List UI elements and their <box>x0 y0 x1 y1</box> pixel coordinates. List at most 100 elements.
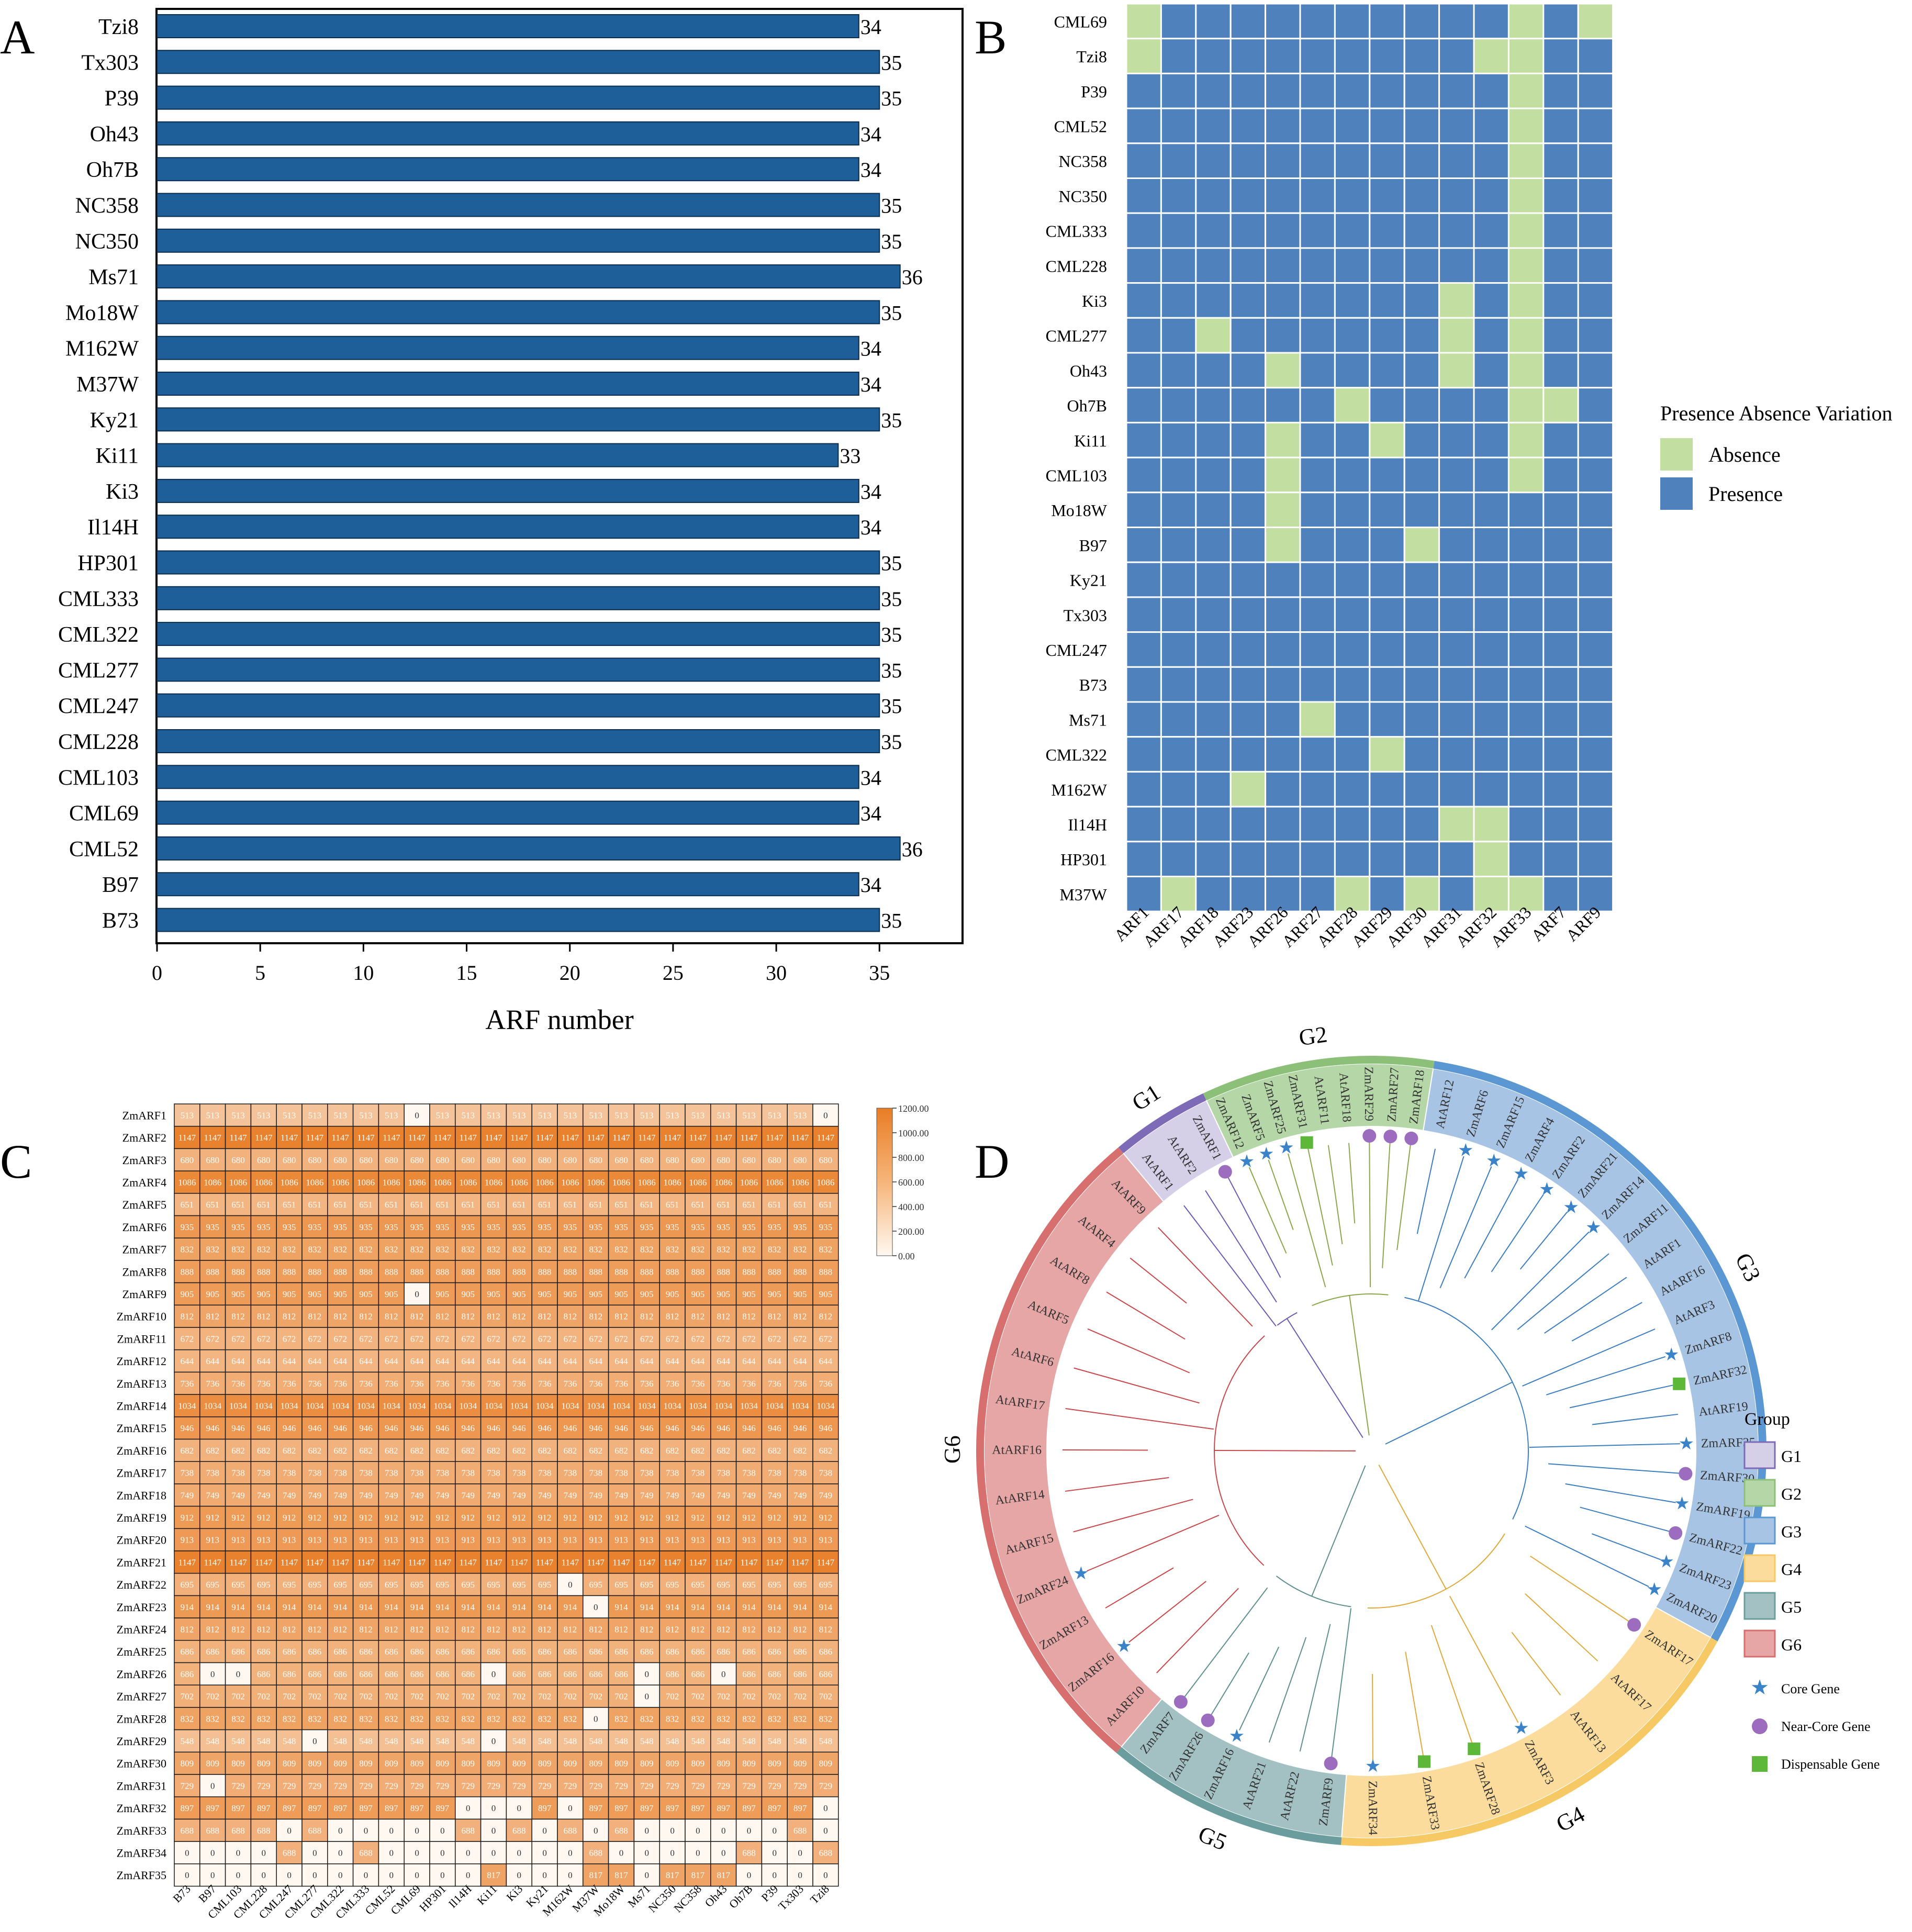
panel-c-cell <box>199 1707 226 1730</box>
panel-c-cell <box>608 1572 635 1596</box>
panel-c-cell <box>404 1684 430 1708</box>
panel-c-cell-value: 651 <box>359 1200 373 1210</box>
panel-c-row-label: ZmARF8 <box>122 1265 166 1278</box>
panel-c-cell-value: 913 <box>564 1535 577 1545</box>
panel-c-cell-value: 688 <box>819 1848 833 1858</box>
panel-b-cell <box>1299 387 1336 423</box>
panel-c-cell-value: 832 <box>691 1245 705 1255</box>
panel-b-cell <box>1473 142 1510 179</box>
panel-c-cell-value: 817 <box>614 1870 628 1880</box>
panel-c-cell-value: 729 <box>717 1781 730 1791</box>
panel-c-row-label: ZmARF29 <box>117 1735 166 1748</box>
panel-b-cell <box>1125 421 1162 459</box>
panel-c-cell-value: 809 <box>640 1759 654 1769</box>
panel-c-cell-value: 809 <box>819 1759 833 1769</box>
panel-b-cell <box>1299 770 1336 808</box>
panel-c-cell <box>659 1371 686 1395</box>
panel-c-cell-value: 682 <box>691 1446 705 1456</box>
panel-c-cell-value: 686 <box>283 1647 296 1657</box>
panel-d-branch <box>1525 1593 1598 1662</box>
panel-b-cell <box>1160 631 1197 668</box>
panel-b-cell <box>1403 841 1440 878</box>
panel-b-cell <box>1334 841 1371 878</box>
panel-b-cell <box>1369 666 1405 703</box>
panel-c-cell-value: 736 <box>308 1379 322 1389</box>
panel-c-cell-value: 682 <box>487 1446 500 1456</box>
panel-c-cell <box>685 1438 711 1462</box>
panel-c-cell-value: 672 <box>538 1334 552 1344</box>
panel-c-cell-value: 686 <box>461 1669 475 1679</box>
panel-c-cell-value: 682 <box>538 1446 552 1456</box>
panel-c-cell-value: 738 <box>461 1468 475 1478</box>
panel-c-cell-value: 695 <box>436 1580 450 1590</box>
panel-c-cell-value: 736 <box>691 1379 705 1389</box>
panel-a-x-axis-label: ARF number <box>485 1004 634 1035</box>
panel-d-clade-stem <box>1286 1318 1363 1438</box>
panel-d-near-core-marker <box>1627 1618 1641 1632</box>
panel-c-cell <box>633 1103 660 1127</box>
panel-a-category-label: CML333 <box>58 587 139 611</box>
panel-c-cell-value: 888 <box>333 1267 347 1277</box>
panel-c-cell-value: 644 <box>410 1356 424 1366</box>
panel-c-cell-value: 1147 <box>740 1133 758 1143</box>
panel-c-cell <box>531 1595 558 1618</box>
panel-c-cell-value: 812 <box>487 1312 500 1322</box>
panel-c-cell-value: 686 <box>614 1669 628 1679</box>
panel-b-cell <box>1334 596 1371 633</box>
panel-c-col-label: NC358 <box>671 1882 704 1915</box>
panel-c-cell-value: 912 <box>564 1513 577 1523</box>
panel-c-cell <box>225 1394 252 1417</box>
panel-c-cell <box>531 1617 558 1641</box>
panel-a-bar-value: 35 <box>881 658 902 682</box>
panel-c-cell-value: 695 <box>640 1580 654 1590</box>
panel-b-row-label: Oh7B <box>1067 396 1107 415</box>
panel-c-cell <box>633 1148 660 1171</box>
panel-a-bar-value: 35 <box>881 695 902 718</box>
panel-c-cell <box>812 1416 839 1440</box>
panel-b-row-label: M162W <box>1051 780 1107 799</box>
panel-c-cell <box>480 1774 507 1797</box>
panel-b-cell <box>1265 561 1301 598</box>
panel-c-cell-value: 935 <box>231 1222 245 1232</box>
panel-a-category-label: HP301 <box>77 552 139 576</box>
panel-c-cell <box>735 1282 763 1306</box>
panel-c-cell-value: 729 <box>461 1781 475 1791</box>
panel-b-cell <box>1334 736 1371 773</box>
panel-d-core-marker: ★ <box>1539 1180 1555 1199</box>
panel-c-cell-value: 702 <box>742 1692 756 1702</box>
panel-c-cell <box>787 1640 813 1663</box>
panel-b-cell <box>1542 317 1579 354</box>
panel-c-cell <box>378 1103 405 1127</box>
panel-c-cell-value: 695 <box>410 1580 424 1590</box>
panel-c-cell-value: 812 <box>717 1624 730 1634</box>
panel-c-cell-value: 729 <box>691 1781 705 1791</box>
panel-c-cell-value: 905 <box>359 1289 373 1299</box>
panel-c-cell-value: 695 <box>768 1580 781 1590</box>
panel-c-cell-value: 686 <box>512 1669 526 1679</box>
panel-b-cell <box>1229 177 1267 214</box>
panel-d-core-marker: ★ <box>1513 1719 1529 1738</box>
panel-c-cell-value: 888 <box>793 1267 807 1277</box>
panel-b-cell <box>1403 3 1440 40</box>
panel-c-cell <box>250 1304 277 1328</box>
panel-c-cell-value: 832 <box>461 1245 475 1255</box>
panel-c-cell-value: 812 <box>589 1624 602 1634</box>
panel-c-cell-value: 672 <box>742 1334 756 1344</box>
panel-c-cell-value: 672 <box>283 1334 296 1344</box>
panel-c-cell-value: 0 <box>415 1848 419 1858</box>
panel-b-cell <box>1125 177 1162 214</box>
panel-b-cell <box>1577 282 1614 319</box>
panel-c-cell <box>378 1863 405 1887</box>
panel-c-cell <box>276 1483 303 1507</box>
panel-c-cell-value: 1086 <box>817 1177 834 1187</box>
panel-a-category-label: B73 <box>102 909 139 933</box>
panel-b-cell <box>1577 806 1614 843</box>
panel-c-cell-value: 736 <box>231 1379 245 1389</box>
panel-c-cell-value: 888 <box>487 1267 500 1277</box>
panel-c-cell-value: 0 <box>415 1110 419 1120</box>
panel-c-cell-value: 688 <box>589 1848 602 1858</box>
panel-b-cell <box>1507 317 1545 354</box>
panel-c-cell <box>557 1684 584 1708</box>
panel-b-cell <box>1542 631 1579 668</box>
panel-c-cell-value: 897 <box>538 1803 552 1813</box>
